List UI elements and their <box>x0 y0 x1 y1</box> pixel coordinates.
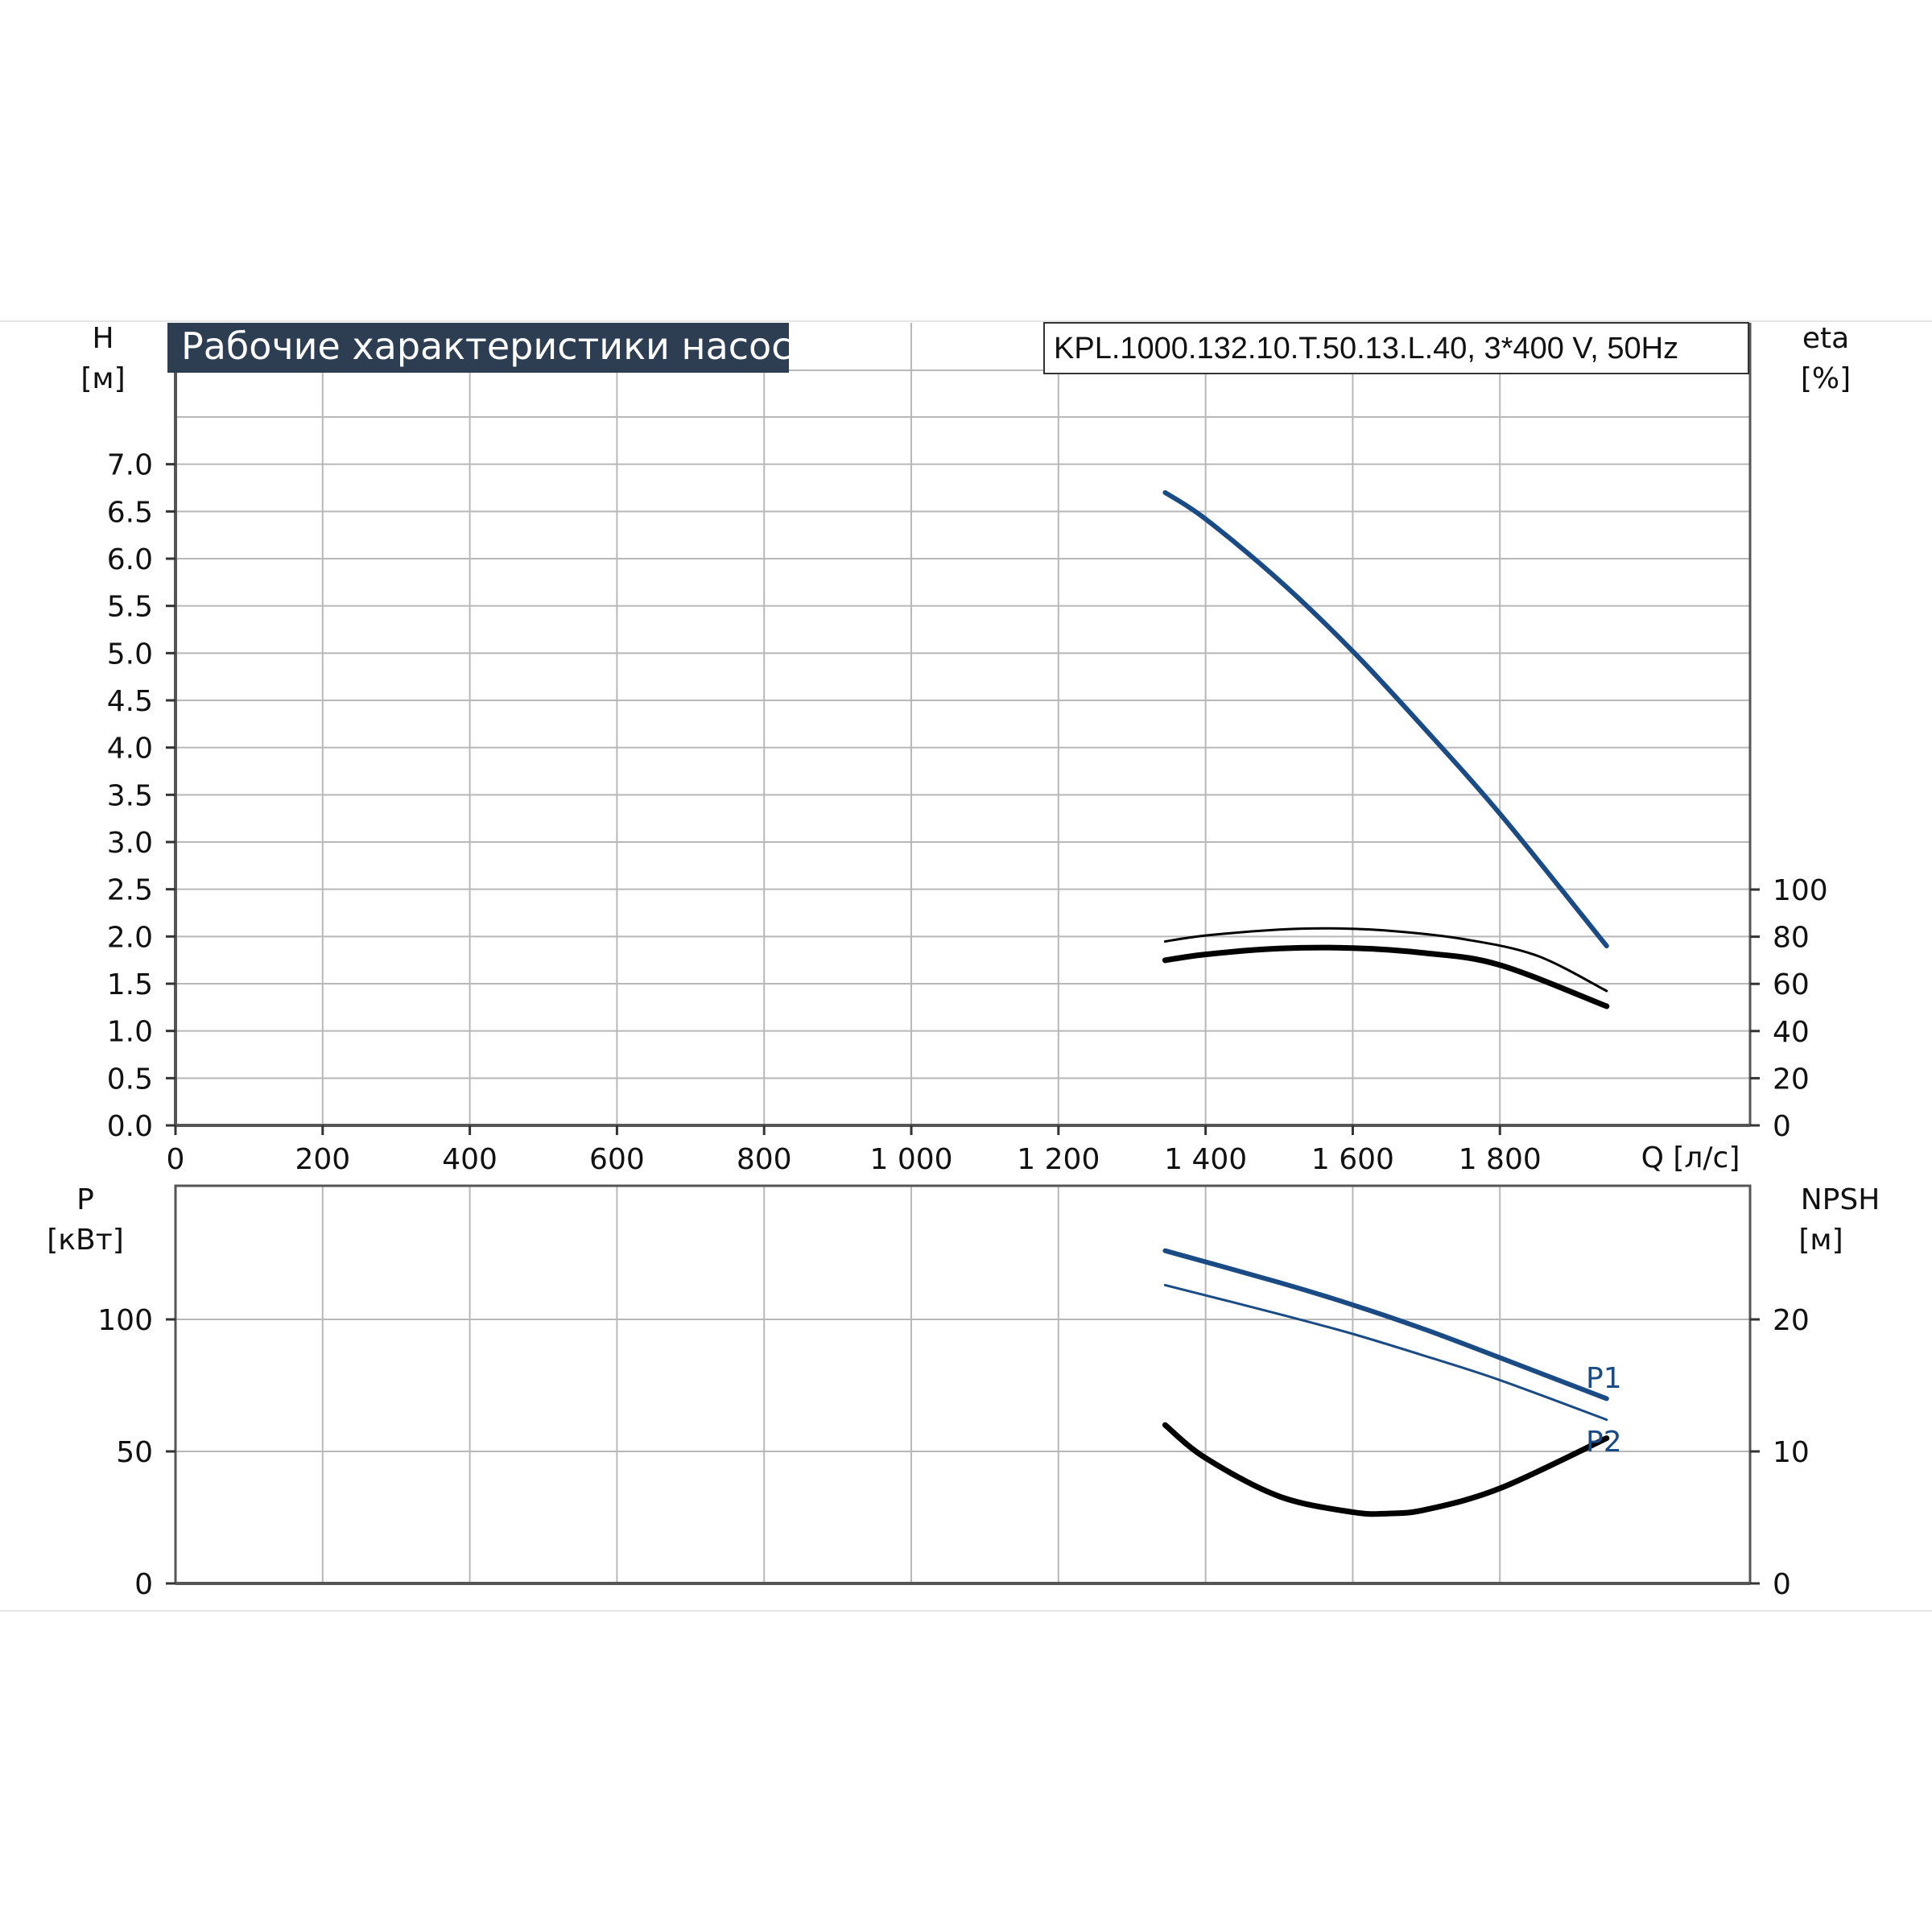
q-tick-label: 400 <box>442 1143 497 1176</box>
npsh-tick-label: 0 <box>1773 1568 1791 1601</box>
q-tick-label: 0 <box>167 1143 185 1176</box>
eta-tick-label: 80 <box>1773 922 1810 955</box>
lower-curves <box>1162 1248 1610 1517</box>
q-tick-label: 1 000 <box>869 1143 952 1176</box>
p-axis-unit: [кВт] <box>47 1224 124 1257</box>
npsh-axis-label: NPSH <box>1801 1183 1880 1216</box>
eta-tick-label: 20 <box>1773 1063 1810 1096</box>
q-tick-label: 1 800 <box>1459 1143 1542 1176</box>
eta-axis-label: eta <box>1802 322 1849 355</box>
h-tick-label: 6.0 <box>107 543 153 576</box>
h-tick-label: 4.0 <box>107 733 153 766</box>
eta-tick-label: 0 <box>1773 1110 1791 1143</box>
h-tick-label: 5.5 <box>107 591 153 624</box>
p1-curve-label: P1 <box>1586 1362 1622 1395</box>
axes-frame <box>174 323 1752 1585</box>
p1-curve <box>1162 1248 1609 1402</box>
q-tick-label: 600 <box>589 1143 645 1176</box>
q-axis-label: Q [л/с] <box>1641 1141 1740 1174</box>
lower-right-ticks: 0 10 20 <box>1750 1304 1810 1601</box>
p-tick-label: 0 <box>134 1568 153 1601</box>
eta-tick-label: 60 <box>1773 968 1810 1001</box>
h-tick-label: 2.0 <box>107 921 153 954</box>
page-frame-lines <box>0 320 1932 1612</box>
npsh-tick-label: 20 <box>1773 1304 1810 1337</box>
h-tick-label: 2.5 <box>107 874 153 907</box>
p-axis-label: P <box>76 1183 94 1216</box>
p2-curve <box>1163 1283 1608 1422</box>
h-tick-label: 6.5 <box>107 496 153 529</box>
model-label: KPL.1000.132.10.T.50.13.L.40, 3*400 V, 5… <box>1054 332 1678 365</box>
x-axis-ticks: 0 200 400 600 800 1 000 1 200 1 400 1 600 1 800 <box>167 1125 1542 1176</box>
efficiency-curve-thin <box>1163 927 1608 993</box>
h-tick-label: 1.0 <box>107 1016 153 1049</box>
h-axis-unit: [м] <box>80 362 125 395</box>
upper-curves <box>1162 489 1610 1009</box>
p-tick-label: 100 <box>97 1304 153 1337</box>
q-tick-label: 200 <box>295 1143 350 1176</box>
q-tick-label: 1 200 <box>1017 1143 1100 1176</box>
head-curve <box>1162 489 1609 949</box>
h-tick-label: 3.5 <box>107 779 153 812</box>
upper-grid <box>175 323 1750 1126</box>
eta-axis-unit: [%] <box>1801 362 1851 395</box>
h-tick-label: 3.0 <box>107 827 153 860</box>
q-tick-label: 1 600 <box>1311 1143 1394 1176</box>
p-tick-label: 50 <box>116 1436 153 1469</box>
h-tick-label: 0.5 <box>107 1063 153 1096</box>
h-tick-label: 5.0 <box>107 638 153 671</box>
p2-curve-label: P2 <box>1586 1426 1622 1459</box>
npsh-curve <box>1162 1422 1610 1517</box>
h-axis-label: H <box>92 322 114 355</box>
efficiency-curve-thick <box>1162 944 1610 1009</box>
q-tick-label: 800 <box>737 1143 792 1176</box>
upper-right-ticks: 0 20 40 60 80 100 <box>1750 874 1828 1143</box>
model-box <box>1043 322 1749 374</box>
title-badge <box>167 323 789 373</box>
eta-tick-label: 100 <box>1773 874 1828 907</box>
h-tick-label: 0.0 <box>107 1110 153 1143</box>
q-tick-label: 1 400 <box>1164 1143 1247 1176</box>
lower-left-ticks: 0 50 100 <box>97 1304 175 1601</box>
npsh-axis-unit: [м] <box>1798 1224 1843 1257</box>
h-tick-label: 7.0 <box>107 449 153 482</box>
npsh-tick-label: 10 <box>1773 1436 1810 1469</box>
chart-title: Рабочие характеристики насоса <box>181 324 815 368</box>
h-tick-label: 1.5 <box>107 968 153 1001</box>
h-tick-label: 4.5 <box>107 685 153 718</box>
upper-left-ticks: 0.0 0.5 1.0 1.5 2.0 2.5 3.0 3.5 4.0 4.5 5.0 5.5 6.0 6… <box>107 449 175 1143</box>
eta-tick-label: 40 <box>1773 1016 1810 1049</box>
